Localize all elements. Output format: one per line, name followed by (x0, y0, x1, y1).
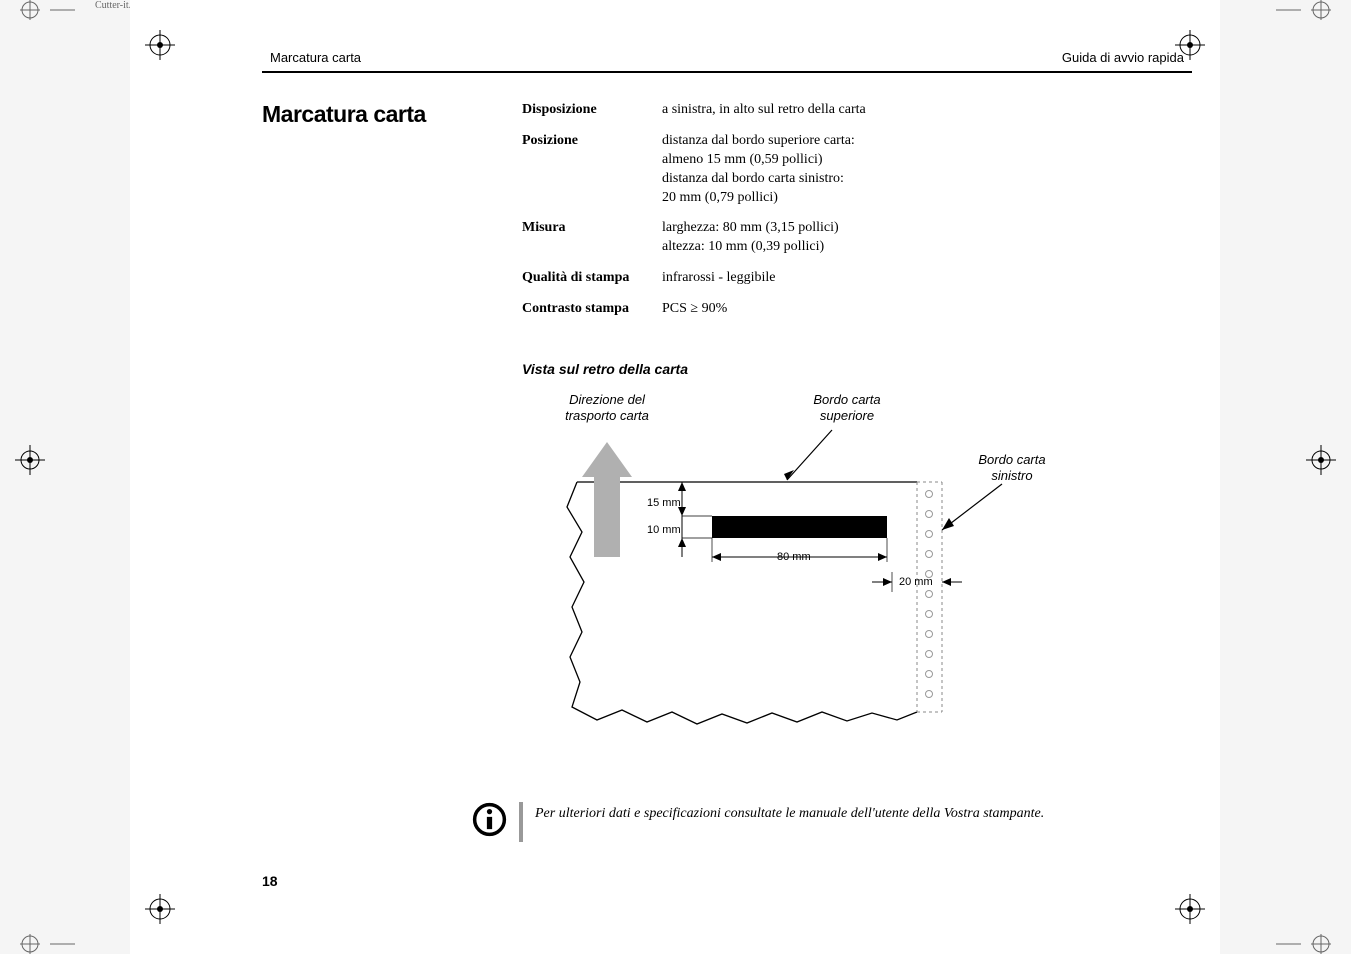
note-text: Per ulteriori dati e specificazioni cons… (535, 802, 1044, 824)
spec-label: Posizione (522, 132, 662, 208)
page: Marcatura carta Guida di avvio rapida Ma… (130, 0, 1220, 954)
spec-row: Qualità di stampainfrarossi - leggibile (522, 269, 1042, 288)
running-header: Marcatura carta Guida di avvio rapida (262, 50, 1192, 73)
spec-value: a sinistra, in alto sul retro della cart… (662, 101, 1042, 120)
spec-label: Misura (522, 219, 662, 257)
page-number: 18 (262, 873, 278, 889)
spec-row: Contrasto stampaPCS ≥ 90% (522, 300, 1042, 319)
content-area: Marcatura carta Guida di avvio rapida Ma… (262, 50, 1192, 842)
dim-20mm: 20 mm (899, 576, 933, 588)
spec-row: Misuralarghezza: 80 mm (3,15 pollici) al… (522, 219, 1042, 257)
spec-table: Disposizionea sinistra, in alto sul retr… (522, 101, 1042, 331)
reg-mark-icon (1306, 430, 1351, 490)
dim-80mm: 80 mm (777, 551, 811, 563)
reg-mark-icon (1271, 914, 1351, 954)
section-row: Marcatura carta Disposizionea sinistra, … (262, 101, 1192, 331)
dim-10mm: 10 mm (647, 524, 681, 536)
reg-mark-icon (0, 0, 80, 40)
spec-value: larghezza: 80 mm (3,15 pollici) altezza:… (662, 219, 1042, 257)
dim-15mm: 15 mm (647, 497, 681, 509)
reg-mark-icon (0, 914, 80, 954)
spec-row: Posizionedistanza dal bordo superiore ca… (522, 132, 1042, 208)
diagram-title: Vista sul retro della carta (522, 361, 1192, 377)
spec-value: infrarossi - leggibile (662, 269, 1042, 288)
info-icon (472, 802, 507, 837)
header-left: Marcatura carta (270, 50, 361, 65)
note-box: Per ulteriori dati e specificazioni cons… (472, 802, 1192, 842)
reg-mark-icon (0, 430, 45, 490)
reg-cross-icon (140, 889, 180, 929)
note-divider (519, 802, 523, 842)
spec-label: Contrasto stampa (522, 300, 662, 319)
spec-value: distanza dal bordo superiore carta: alme… (662, 132, 1042, 208)
spec-value: PCS ≥ 90% (662, 300, 1042, 319)
spec-label: Qualità di stampa (522, 269, 662, 288)
diagram-svg (522, 412, 1072, 752)
section-title: Marcatura carta (262, 101, 512, 331)
spec-label: Disposizione (522, 101, 662, 120)
reg-cross-icon (140, 25, 180, 65)
reg-mark-icon (1271, 0, 1351, 40)
diagram: Direzione del trasporto carta Bordo cart… (522, 392, 1172, 752)
header-right: Guida di avvio rapida (1062, 50, 1184, 65)
reg-cross-icon (1170, 889, 1210, 929)
spec-row: Disposizionea sinistra, in alto sul retr… (522, 101, 1042, 120)
